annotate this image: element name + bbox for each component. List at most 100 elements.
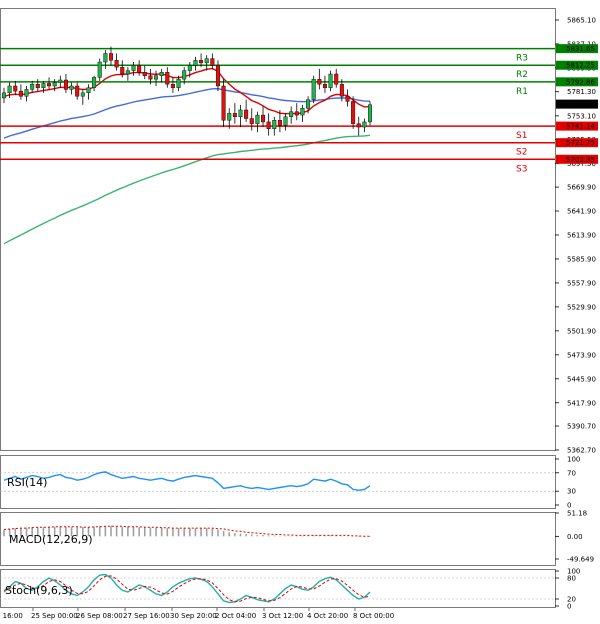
ma-slow-line bbox=[3, 134, 371, 245]
candle bbox=[58, 79, 63, 83]
candle bbox=[142, 72, 147, 76]
candle bbox=[345, 96, 350, 102]
level-name-r2: R2 bbox=[516, 70, 528, 80]
rsi-title: RSI(14) bbox=[7, 476, 47, 489]
candle bbox=[266, 121, 271, 129]
price-tick-label: 5753.10 bbox=[567, 112, 596, 120]
candle bbox=[351, 101, 356, 124]
macd-signal-line bbox=[3, 525, 370, 537]
current-price-tag bbox=[556, 99, 598, 109]
candle bbox=[80, 92, 85, 97]
candle bbox=[125, 70, 130, 75]
time-tick-label: 3 Oct 12:00 bbox=[262, 612, 303, 620]
candle bbox=[289, 111, 294, 118]
candle bbox=[75, 85, 80, 97]
candle bbox=[103, 53, 108, 63]
candle bbox=[63, 79, 68, 90]
price-tick-label: 5501.90 bbox=[567, 327, 596, 335]
price-tick-label: 5529.90 bbox=[567, 303, 596, 311]
price-tick-label: 5473.90 bbox=[567, 351, 596, 359]
candle bbox=[131, 65, 136, 71]
candle bbox=[159, 72, 164, 76]
level-price-tag bbox=[556, 154, 598, 164]
candle bbox=[2, 92, 6, 99]
candle bbox=[204, 58, 209, 64]
level-price-label: 5792.86 bbox=[566, 78, 595, 86]
candle bbox=[215, 65, 220, 87]
candle bbox=[255, 114, 260, 124]
price-tick-label: 5865.10 bbox=[567, 17, 596, 25]
indicator-tick-label: 100 bbox=[567, 568, 580, 576]
candle bbox=[261, 114, 266, 123]
price-tick-label: 5417.90 bbox=[567, 399, 596, 407]
rsi-panel bbox=[0, 455, 556, 509]
level-name-r3: R3 bbox=[516, 54, 528, 64]
candle bbox=[24, 89, 29, 97]
level-price-tag bbox=[556, 44, 598, 54]
level-price-label: 5702.35 bbox=[566, 156, 595, 164]
candle bbox=[30, 84, 35, 90]
candle bbox=[137, 65, 142, 73]
candle bbox=[182, 70, 187, 80]
time-tick-label: 30 Sep 20:00 bbox=[170, 612, 217, 620]
indicator-tick-label: 20 bbox=[567, 596, 576, 604]
time-tick-label: p 16:00 bbox=[0, 612, 23, 620]
price-tick-label: 5445.90 bbox=[567, 375, 596, 383]
candle bbox=[154, 75, 159, 80]
candle bbox=[328, 73, 333, 88]
stoch-d-line bbox=[3, 575, 371, 603]
stoch-k-line bbox=[3, 573, 371, 604]
indicator-tick-label: 0.00 bbox=[567, 533, 583, 541]
candle bbox=[368, 104, 373, 123]
candle bbox=[244, 109, 249, 119]
candle bbox=[221, 85, 226, 121]
level-price-label: 5721.75 bbox=[566, 139, 595, 147]
price-tick-label: 5390.70 bbox=[567, 423, 596, 431]
candle bbox=[148, 75, 153, 80]
price-tick-label: 5585.90 bbox=[567, 255, 596, 263]
candle bbox=[311, 78, 316, 100]
candle bbox=[97, 61, 102, 78]
candle bbox=[193, 60, 198, 66]
level-name-s3: S3 bbox=[516, 164, 527, 174]
stoch-title: Stoch(9,6,3) bbox=[5, 584, 73, 597]
level-price-tag bbox=[556, 77, 598, 87]
price-tick-label: 5557.90 bbox=[567, 279, 596, 287]
price-tick-label: 5362.70 bbox=[567, 447, 596, 455]
candle bbox=[86, 87, 91, 94]
macd-panel bbox=[0, 512, 556, 566]
candle bbox=[339, 84, 344, 97]
candle bbox=[294, 111, 299, 116]
candle bbox=[232, 113, 237, 118]
candle bbox=[7, 85, 12, 94]
level-price-tag bbox=[556, 121, 598, 131]
candle bbox=[300, 108, 305, 116]
candle bbox=[210, 58, 215, 66]
candle bbox=[92, 77, 97, 88]
time-tick-label: 26 Sep 08:00 bbox=[76, 612, 123, 620]
indicator-tick-label: 51.18 bbox=[567, 510, 587, 518]
candle bbox=[283, 116, 288, 126]
time-tick-label: 2 Oct 04:00 bbox=[215, 612, 256, 620]
candle bbox=[18, 90, 23, 97]
candle bbox=[334, 73, 339, 85]
price-tick-label: 5697.50 bbox=[567, 160, 596, 168]
price-panel bbox=[0, 8, 556, 451]
indicator-tick-label: 0 bbox=[567, 502, 571, 510]
candle bbox=[35, 84, 40, 88]
candle bbox=[199, 60, 204, 64]
indicator-tick-label: 0 bbox=[567, 603, 571, 611]
level-name-s2: S2 bbox=[516, 148, 527, 158]
candle bbox=[249, 118, 254, 124]
indicator-tick-label: 30 bbox=[567, 488, 576, 496]
time-tick-label: 25 Sep 00:00 bbox=[31, 612, 78, 620]
candle bbox=[47, 83, 52, 87]
candle bbox=[69, 85, 74, 90]
indicator-tick-label: 80 bbox=[567, 575, 576, 583]
stoch-panel bbox=[0, 569, 556, 608]
level-price-label: 5831.65 bbox=[566, 45, 595, 53]
candle bbox=[52, 82, 57, 87]
candle bbox=[362, 121, 367, 128]
candle bbox=[272, 120, 277, 129]
